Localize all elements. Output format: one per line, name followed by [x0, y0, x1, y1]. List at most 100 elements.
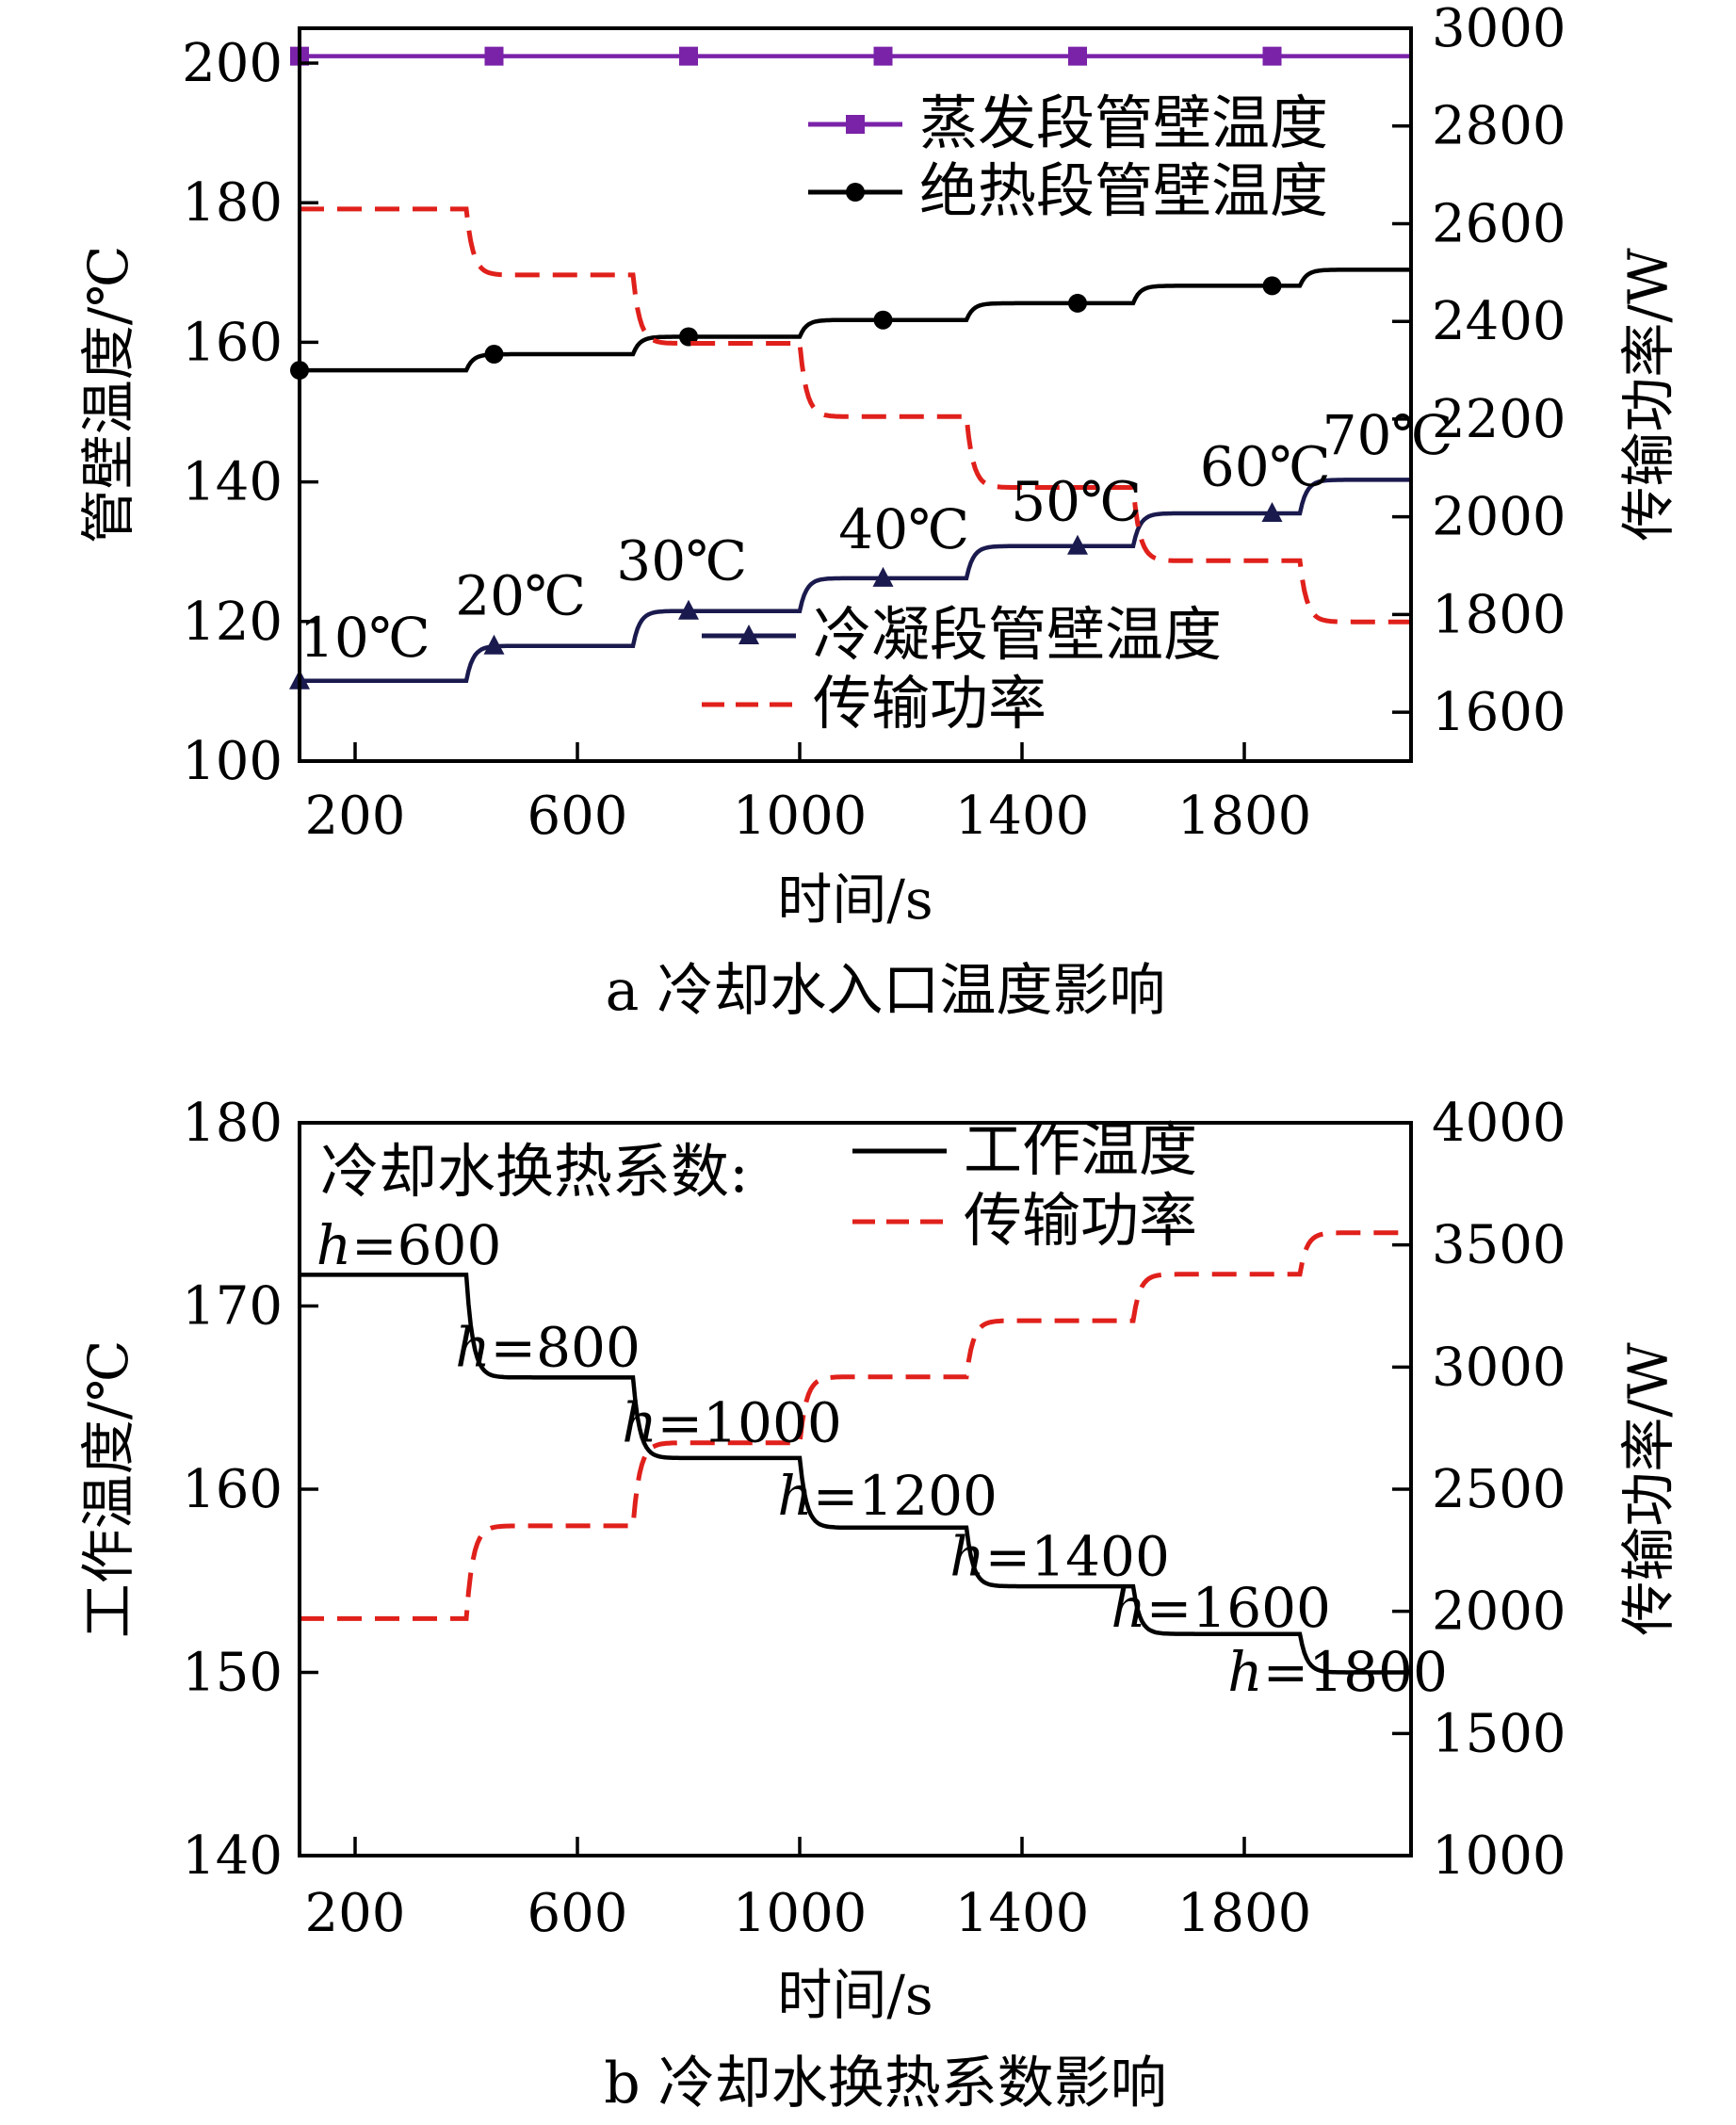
x-tick-label: 200 [305, 1883, 406, 1944]
series-line-3 [300, 478, 1411, 684]
legend-label: 工作温度 [964, 1115, 1197, 1184]
x-axis-label: 时间/s [777, 868, 933, 932]
series-2-marker-6 [1262, 276, 1282, 296]
series-1-marker-6 [1262, 46, 1282, 66]
y2-tick-label: 2200 [1432, 389, 1566, 450]
h-value: =1800 [1263, 1640, 1448, 1704]
y2-tick-label: 1800 [1432, 584, 1566, 645]
series-line-2 [300, 1230, 1411, 1621]
legend-marker-3 [738, 625, 759, 644]
h-value: =1000 [657, 1390, 842, 1454]
y-tick-label: 140 [182, 452, 283, 513]
y2-tick-label: 2800 [1432, 96, 1566, 157]
h-coefficient-label: h=800 [455, 1316, 641, 1380]
series-3-marker-2 [483, 634, 505, 655]
legend-marker-1 [846, 115, 865, 134]
plot-frame [298, 26, 1413, 763]
chart-a: 200 600 1000 1400 1800 100 120 140 160 180 200 1600… [76, 0, 1680, 1024]
y2-axis-label: 传输功率/W [1616, 248, 1680, 542]
y-tick-label: 100 [182, 731, 283, 792]
y-tick-label: 180 [182, 1093, 283, 1154]
series-3-marker-4 [872, 566, 894, 587]
h-coefficient-label: h=1000 [622, 1390, 842, 1454]
x-tick-label: 600 [527, 786, 628, 847]
h-coefficient-label: h=600 [316, 1213, 502, 1277]
h-symbol: h [777, 1464, 812, 1528]
y-tick-label: 200 [182, 33, 283, 94]
y2-tick-label: 2500 [1432, 1459, 1566, 1520]
h-coefficient-label: h=1200 [777, 1464, 998, 1528]
x-tick-label: 1800 [1177, 786, 1312, 847]
y2-tick-label: 3500 [1432, 1215, 1566, 1276]
x-tick-label: 1000 [733, 786, 868, 847]
y-axis-label: 工作温度/℃ [76, 1340, 140, 1638]
y2-tick-label: 2000 [1432, 487, 1566, 548]
x-tick-label: 1800 [1177, 1883, 1312, 1944]
y2-tick-label: 1600 [1432, 682, 1566, 743]
temperature-annotation: 30℃ [616, 528, 747, 592]
h-value: =800 [491, 1316, 641, 1380]
h-symbol: h [949, 1524, 984, 1588]
y-tick-label: 160 [182, 312, 283, 373]
y2-tick-label: 1500 [1432, 1703, 1566, 1764]
y-tick-label: 140 [182, 1825, 283, 1887]
h-symbol: h [1227, 1640, 1262, 1704]
y2-tick-label: 2600 [1432, 193, 1566, 254]
x-tick-label: 1400 [955, 786, 1090, 847]
legend-marker-2 [846, 183, 865, 202]
series-1-marker-4 [873, 46, 893, 66]
h-coefficient-label: h=1600 [1111, 1576, 1331, 1640]
series-3-marker-3 [678, 599, 699, 620]
y2-tick-label: 3000 [1432, 1337, 1566, 1398]
y2-tick-label: 2000 [1432, 1582, 1566, 1643]
h-coefficient-label: h=1800 [1227, 1640, 1448, 1704]
series-line-2 [300, 268, 1411, 373]
y-tick-label: 180 [182, 172, 283, 234]
legend-label: 传输功率 [964, 1186, 1197, 1255]
h-symbol: h [622, 1390, 657, 1454]
temperature-annotation: 10℃ [300, 606, 430, 670]
y-tick-label: 120 [182, 592, 283, 653]
legend-label: 冷凝段管壁温度 [813, 600, 1222, 669]
panel-caption: b 冷却水换热系数影响 [604, 2051, 1166, 2117]
series-1-marker-5 [1068, 46, 1087, 66]
series-1-marker-3 [679, 46, 698, 66]
series-line-4 [300, 206, 1411, 625]
y-tick-label: 170 [182, 1276, 283, 1338]
y-tick-label: 160 [182, 1459, 283, 1520]
h-value: =600 [351, 1213, 501, 1277]
x-axis-label: 时间/s [777, 1963, 933, 2027]
y2-tick-label: 4000 [1432, 1093, 1566, 1154]
series-3-marker-5 [1067, 534, 1088, 555]
chart-b: 200 600 1000 1400 1800 140 150 160 170 180 1000 150… [76, 1093, 1680, 2117]
x-tick-label: 200 [305, 786, 406, 847]
series-1-marker-2 [484, 46, 504, 66]
h-coefficient-label: h=1400 [949, 1524, 1170, 1588]
y-axis-label: 管壁温度/℃ [76, 246, 140, 543]
temperature-annotation: 60℃ [1200, 434, 1331, 498]
series-2-marker-5 [1068, 293, 1087, 313]
temperature-annotation: 20℃ [455, 563, 586, 627]
h-symbol: h [316, 1213, 351, 1277]
series-line-1 [300, 1273, 1411, 1675]
y2-tick-label: 3000 [1432, 0, 1566, 59]
legend-title: 冷却水换热系数: [320, 1137, 749, 1206]
h-value: =1600 [1146, 1576, 1331, 1640]
x-tick-label: 1400 [955, 1883, 1090, 1944]
y-tick-label: 150 [182, 1643, 283, 1704]
temperature-annotation: 50℃ [1011, 469, 1142, 533]
temperature-annotation: 40℃ [838, 497, 969, 561]
y2-tick-label: 1000 [1432, 1825, 1566, 1887]
series-2-marker-2 [484, 345, 504, 365]
h-value: =1200 [813, 1464, 998, 1528]
temperature-annotation: 70℃ [1322, 403, 1453, 467]
series-2-marker-4 [873, 310, 893, 330]
legend-label: 蒸发段管壁温度 [919, 89, 1328, 157]
x-tick-label: 1000 [733, 1883, 868, 1944]
h-symbol: h [1111, 1576, 1145, 1640]
h-value: =1400 [985, 1524, 1170, 1588]
panel-caption: a 冷却水入口温度影响 [606, 958, 1166, 1024]
y2-axis-label: 传输功率/W [1616, 1342, 1680, 1636]
legend-label: 传输功率 [813, 669, 1046, 738]
